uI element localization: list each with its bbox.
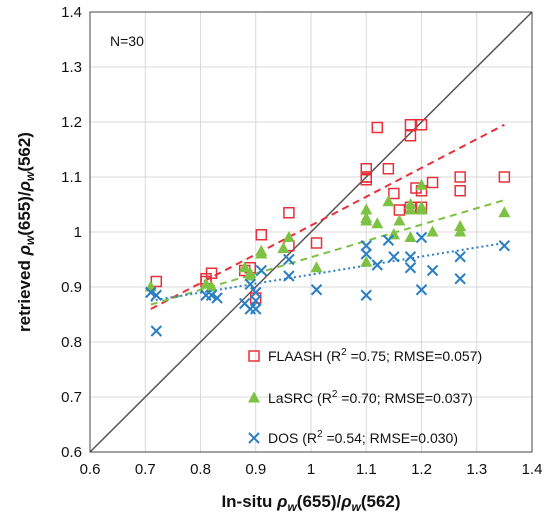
- lasrc-point: [382, 195, 395, 207]
- plot-frame: [89, 11, 533, 453]
- legend-entry-dos: DOS (R2 =0.54; RMSE=0.030): [248, 429, 458, 446]
- dos-point: [371, 259, 384, 271]
- dos-point: [250, 295, 262, 307]
- lasrc-point: [404, 231, 417, 242]
- dos-point: [211, 292, 223, 304]
- x-tick-label: 0.8: [190, 461, 211, 478]
- dos-point: [250, 303, 262, 315]
- legend-marker-lasrc: [248, 391, 260, 403]
- flaash-point: [404, 130, 417, 142]
- y-tick-label: 1.1: [61, 169, 82, 186]
- lasrc-point: [360, 203, 373, 215]
- dos-point: [250, 286, 262, 299]
- dos-point: [205, 289, 218, 301]
- dos-point: [388, 251, 400, 263]
- y-tick-label: 0.8: [61, 334, 82, 351]
- flaash-point: [371, 121, 384, 134]
- one-to-one-line: [89, 11, 533, 453]
- x-axis-title: In-situ ρw(655)/ρw(562): [221, 492, 400, 514]
- flaash-point: [415, 119, 428, 131]
- legend-marker-dos: [248, 432, 260, 444]
- lasrc-point: [454, 220, 467, 231]
- dos-point: [415, 231, 428, 244]
- flaash-point: [404, 119, 417, 131]
- flaash-point: [426, 176, 439, 189]
- lasrc-point: [244, 269, 257, 281]
- x-tick-label: 1.2: [411, 461, 432, 478]
- dos-point: [382, 234, 395, 246]
- lasrc-point: [360, 255, 373, 267]
- dos-point: [404, 262, 417, 274]
- legend-label-lasrc: LaSRC (R2 =0.70; RMSE=0.037): [268, 389, 473, 406]
- lasrc-point: [360, 211, 373, 223]
- data-points: [144, 119, 511, 337]
- x-tick-label: 1.4: [522, 461, 543, 478]
- legend: FLAASH (R2 =0.75; RMSE=0.057) LaSRC (R2 =…: [248, 347, 482, 446]
- dos-point: [283, 270, 295, 282]
- lasrc-point: [238, 261, 251, 273]
- dos-point: [426, 264, 439, 277]
- lasrc-point: [277, 242, 290, 253]
- y-tick-label: 1.4: [61, 4, 82, 21]
- sample-count-annotation: N=30: [110, 33, 144, 49]
- dos-point: [360, 248, 372, 260]
- lasrc-point: [393, 214, 406, 226]
- lasrc-point: [255, 247, 268, 259]
- lasrc-point: [371, 217, 384, 229]
- x-tick-label: 1.1: [356, 461, 377, 478]
- lasrc-point: [426, 225, 439, 237]
- flaash-point: [382, 163, 395, 175]
- x-tick-label: 0.7: [135, 461, 156, 478]
- dos-point: [255, 264, 267, 277]
- lasrc-point: [415, 203, 428, 215]
- tick-labels: 0.6 0.7 0.8 0.9 1 1.1 1.2 1.3 1.4 0.6 0.7 0.8 0.9 1 1.…: [61, 4, 542, 478]
- x-tick-label: 1.3: [466, 461, 487, 478]
- flaash-point: [360, 171, 372, 183]
- flaash-point: [454, 185, 466, 197]
- legend-label-flaash: FLAASH (R2 =0.75; RMSE=0.057): [268, 347, 482, 364]
- flaash-point: [283, 207, 295, 219]
- lasrc-point: [310, 261, 323, 273]
- legend-entry-flaash: FLAASH (R2 =0.75; RMSE=0.057): [248, 347, 482, 364]
- x-tick-label: 0.6: [80, 461, 101, 478]
- y-tick-label: 1.3: [61, 59, 82, 76]
- flaash-point: [498, 171, 511, 183]
- flaash-point: [360, 163, 372, 175]
- y-tick-label: 1: [74, 224, 82, 241]
- dos-point: [498, 240, 511, 252]
- dos-point: [283, 253, 295, 266]
- y-tick-label: 0.9: [61, 279, 82, 296]
- lasrc-point: [282, 231, 295, 242]
- lasrc-point: [498, 206, 511, 218]
- lasrc-point: [205, 280, 218, 292]
- flaash-point: [255, 229, 268, 241]
- y-tick-label: 1.2: [61, 114, 82, 131]
- dos-point: [360, 289, 372, 301]
- legend-label-dos: DOS (R2 =0.54; RMSE=0.030): [268, 429, 458, 446]
- dos-point: [244, 278, 256, 290]
- x-tick-label: 0.9: [245, 461, 266, 478]
- y-tick-label: 0.6: [61, 444, 82, 461]
- flaash-point: [454, 171, 466, 183]
- dos-point: [404, 251, 417, 263]
- x-tick-label: 1: [307, 461, 315, 478]
- dos-point: [310, 284, 323, 296]
- dos-point: [145, 286, 157, 299]
- flaash-point: [388, 187, 400, 200]
- dos-point: [150, 325, 163, 337]
- dos-point: [150, 289, 163, 301]
- y-tick-label: 0.7: [61, 389, 82, 406]
- dos-point: [454, 251, 466, 263]
- dos-point: [454, 273, 466, 285]
- lasrc-point: [415, 178, 428, 190]
- lasrc-point: [404, 203, 417, 215]
- flaash-point: [310, 237, 323, 249]
- legend-entry-lasrc: LaSRC (R2 =0.70; RMSE=0.037): [248, 389, 473, 406]
- y-axis-title: retrieved ρw(655)/ρw(562): [15, 132, 37, 332]
- legend-marker-flaash: [248, 350, 260, 362]
- dos-point: [415, 284, 428, 296]
- dos-point: [360, 240, 372, 252]
